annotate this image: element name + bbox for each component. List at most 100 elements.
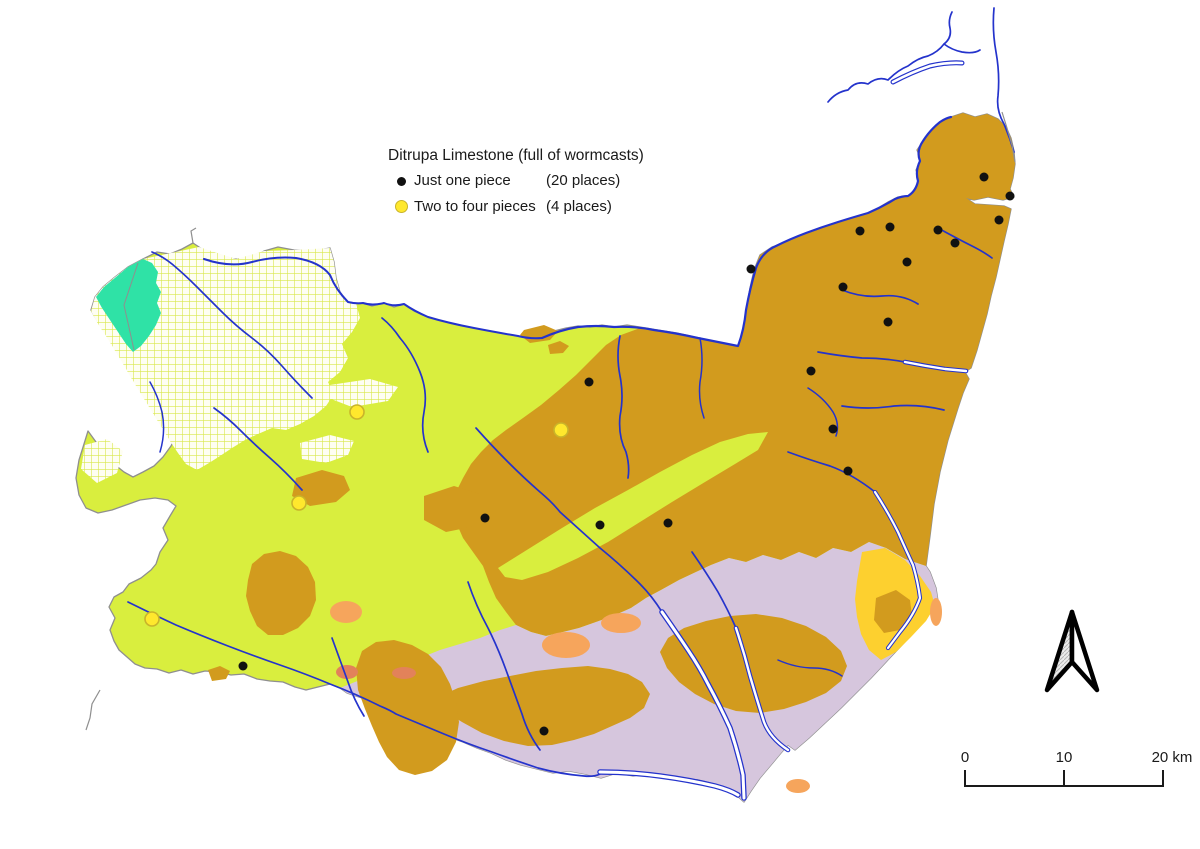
legend-item-just-one-piece: Just one piece (20 places) [388,173,644,190]
north-arrow-right-half [1069,609,1100,693]
ochre-island [292,470,350,506]
river-line [841,404,945,411]
river-line [151,251,313,399]
single-piece-marker [663,518,673,528]
boundary-tail [1001,111,1016,163]
two-to-four-pieces-marker [553,422,569,438]
fenland-hatched-patch [81,439,123,483]
lavender-clay-region [340,542,938,802]
orange-patch [786,779,810,793]
single-piece-marker [979,172,989,182]
river-line [787,451,876,493]
river-line [149,381,165,453]
ochre-island [246,551,316,635]
single-piece-marker [855,226,865,236]
orange-patch [601,613,641,633]
scale-label-10: 10 [1056,749,1073,766]
ochre-island [208,666,230,681]
fenland-hatched-region [91,247,360,470]
single-piece-marker [480,513,490,523]
ochre-island [874,590,912,633]
legend-item-two-to-four: Two to four pieces (4 places) [388,197,644,216]
ochre-island [660,614,847,713]
fenland-hatched-patch [326,379,398,407]
estuary-white [734,626,790,752]
markers-two-to-four [144,404,569,627]
estuary-white [598,770,740,797]
ochre-island [432,666,650,746]
two-to-four-pieces-marker [144,611,160,627]
single-piece-marker [584,377,594,387]
river-line [943,43,981,54]
yellow-circle-icon [388,200,414,214]
single-piece-marker [843,466,853,476]
ochre-crag-region [451,113,1015,636]
river-line [213,407,303,491]
estuary-white [903,360,968,373]
river-line [698,337,705,419]
single-piece-marker [828,424,838,434]
north-arrow-icon [1044,609,1100,693]
scale-bar: 0 10 20 km [961,749,1193,787]
fenland-hatched-patch [300,435,354,463]
single-piece-marker [994,215,1004,225]
river-line [381,317,429,453]
salmon-patch [392,667,416,679]
ochre-island [424,486,488,532]
river-line [127,601,601,778]
single-piece-marker [746,264,756,274]
single-piece-marker [902,257,912,267]
river-line [475,427,663,613]
single-piece-marker [539,726,549,736]
ochre-island [356,640,459,775]
salmon-patch [336,665,358,679]
scale-bar-line [964,770,1164,787]
two-to-four-pieces-marker [291,495,307,511]
boundary-tail [85,689,101,731]
orange-patch [930,598,942,626]
north-arrow-left-half [1044,609,1075,693]
legend-item-count: (4 places) [546,197,612,215]
legend-item-label: Just one piece [414,172,511,190]
single-piece-marker [238,661,248,671]
river-line [691,551,737,629]
estuary-white [891,61,964,84]
outer-boundary-lines [85,111,1016,731]
river-line [331,637,365,717]
estuary-white [660,610,746,800]
legend-item-count: (20 places) [546,172,621,190]
black-dot-icon [388,176,414,186]
river-line [617,335,630,479]
single-piece-marker [950,238,960,248]
legend-item-label: Two to four pieces [414,197,536,215]
scale-label-0: 0 [961,749,969,766]
markers-single-piece [238,172,1015,736]
river-line [203,256,543,340]
legend: Ditrupa Limestone (full of wormcasts) Ju… [388,147,644,215]
single-piece-marker [883,317,893,327]
orange-patch [330,601,362,623]
chartreuse-valley-band [498,432,768,580]
river-line [540,115,953,348]
single-piece-marker [595,520,605,530]
river-line [841,289,919,305]
single-piece-marker [806,366,816,376]
river-line [817,351,906,363]
scale-label-20km: 20 km [1152,749,1193,766]
coastline [992,7,1015,153]
single-piece-marker [933,225,943,235]
estuary-white [873,490,922,650]
river-line [777,659,843,677]
ochre-island [548,341,569,354]
chalk-teal-region [96,259,161,352]
single-piece-marker [885,222,895,232]
boundary-tail [190,227,197,244]
two-to-four-pieces-marker [349,404,365,420]
single-piece-marker [1005,191,1015,201]
river-line [827,11,953,103]
parish-boundary-line [123,262,139,351]
orange-patch [542,632,590,658]
river-line [937,227,993,259]
